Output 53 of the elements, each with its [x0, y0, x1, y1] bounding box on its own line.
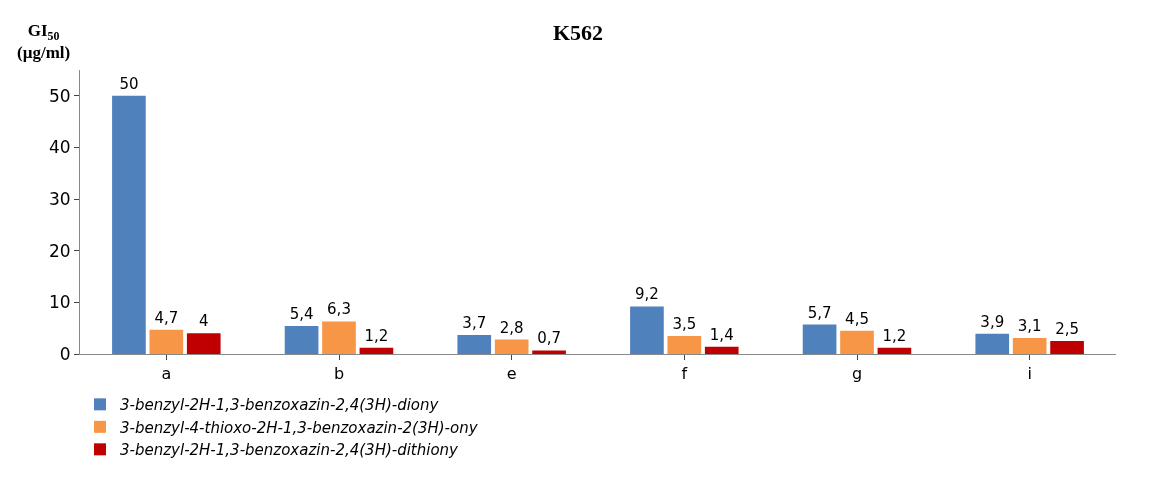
bar — [802, 324, 837, 354]
data-label: 9,2 — [635, 285, 659, 304]
chart-title: K562 — [552, 19, 604, 45]
data-label: 4,7 — [154, 308, 179, 327]
bar — [149, 329, 184, 354]
y-tick-label: 10 — [48, 292, 71, 313]
data-label: 3,9 — [980, 312, 1005, 331]
y-tick-label: 30 — [48, 189, 71, 210]
bar — [840, 330, 874, 354]
x-tick-label: e — [506, 364, 517, 384]
data-label: 2,8 — [499, 318, 524, 337]
x-tick-label: f — [681, 364, 688, 384]
data-label: 6,3 — [327, 300, 351, 319]
bar — [457, 334, 492, 354]
data-label: 1,2 — [882, 326, 907, 345]
x-tick-label: g — [851, 364, 863, 384]
bar — [877, 347, 912, 354]
x-tick-label: a — [161, 364, 172, 384]
data-label: 5,4 — [289, 305, 314, 324]
y-tick-label: 40 — [48, 137, 71, 158]
bar — [532, 350, 566, 354]
legend-label: 3-benzyl-4-thioxo-2H-1,3-benzoxazin-2(3H)-ony — [120, 418, 479, 437]
bar — [1012, 337, 1047, 354]
bar — [112, 95, 146, 354]
data-label: 1,4 — [709, 325, 734, 344]
bar — [975, 333, 1010, 354]
y-tick-label: 50 — [48, 85, 71, 106]
bar — [494, 339, 529, 354]
bar — [630, 306, 664, 354]
legend-label: 3-benzyl-2H-1,3-benzoxazin-2,4(3H)-dithiony — [120, 441, 460, 460]
bar — [1050, 341, 1084, 354]
data-label: 1,2 — [364, 326, 389, 345]
bar — [359, 347, 394, 354]
bar — [667, 335, 702, 354]
bar — [186, 333, 221, 354]
bar — [322, 321, 356, 354]
data-label: 50 — [119, 74, 139, 93]
y-tick-label: 0 — [59, 343, 71, 364]
data-label: 4,5 — [845, 309, 869, 328]
data-label: 3,7 — [462, 313, 487, 332]
data-label: 3,5 — [672, 314, 697, 333]
y-axis-title: GI$_{50}$ (µg/ml) — [17, 21, 71, 63]
data-label: 5,7 — [807, 303, 832, 322]
data-label: 3,1 — [1017, 316, 1042, 335]
y-tick-label: 20 — [48, 240, 71, 261]
bar — [704, 346, 739, 354]
data-label: 0,7 — [537, 329, 561, 348]
data-label: 2,5 — [1055, 320, 1079, 339]
bar — [284, 326, 319, 354]
x-tick-label: b — [333, 364, 345, 384]
data-label: 4 — [198, 312, 209, 331]
x-tick-label: i — [1027, 364, 1032, 384]
legend-label: 3-benzyl-2H-1,3-benzoxazin-2,4(3H)-diony — [120, 396, 440, 415]
